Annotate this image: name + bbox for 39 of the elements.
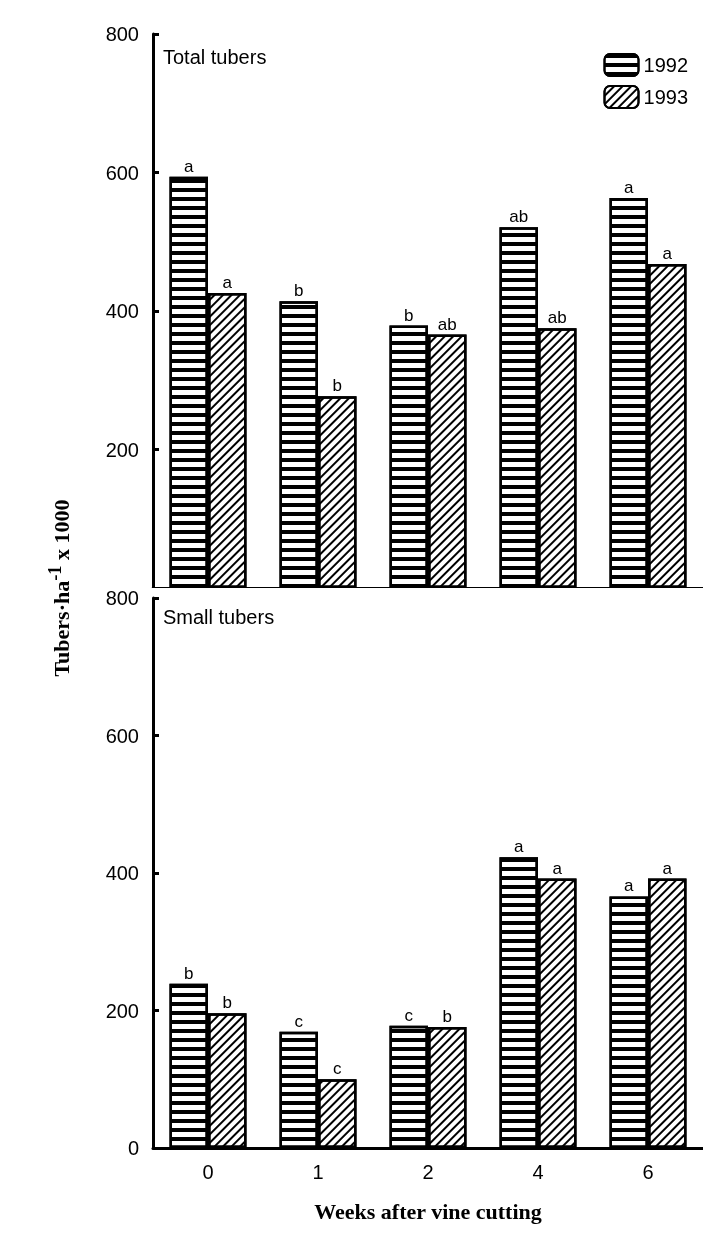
y-tick-label: 0 xyxy=(127,1137,139,1159)
y-tick-label: 600 xyxy=(105,724,139,747)
y-tick-label: 200 xyxy=(105,999,139,1022)
x-tick-label: 0 xyxy=(202,1161,214,1183)
data-label: b xyxy=(184,963,194,983)
y-tick-label: 600 xyxy=(105,161,139,184)
data-label: b xyxy=(294,281,304,301)
legend-label: 1993 xyxy=(643,86,689,108)
data-label: a xyxy=(184,156,195,176)
data-label: b xyxy=(332,376,342,396)
data-label: b xyxy=(222,993,232,1013)
y-tick-label: 800 xyxy=(105,587,139,609)
chart-title: Small tubers xyxy=(163,606,275,628)
data-label: a xyxy=(222,272,233,292)
data-label: ab xyxy=(437,314,457,334)
y-tick-label: 200 xyxy=(105,438,139,461)
x-tick-label: 2 xyxy=(422,1161,434,1183)
data-label: c xyxy=(404,1005,414,1025)
data-label: a xyxy=(662,858,673,878)
text: Total tubers xyxy=(163,46,267,68)
data-label: b xyxy=(404,305,414,325)
y-tick-label: 400 xyxy=(105,300,139,322)
data-label: a xyxy=(624,876,635,896)
data-label: c xyxy=(333,1059,342,1079)
data-label: b xyxy=(442,1007,452,1026)
data-label: a xyxy=(552,858,563,878)
x-tick-label: 1 xyxy=(312,1161,324,1183)
data-label: a xyxy=(624,178,635,198)
data-label: ab xyxy=(509,207,529,227)
x-tick-label: 6 xyxy=(642,1161,654,1183)
legend-label: 1992 xyxy=(643,54,689,76)
data-label: ab xyxy=(547,308,567,328)
y-tick-label: 400 xyxy=(105,862,139,884)
x-axis-title: Weeks after vine cutting xyxy=(314,1198,542,1224)
data-label: a xyxy=(662,243,673,263)
data-label: c xyxy=(294,1011,304,1031)
y-tick-label: 800 xyxy=(105,23,139,45)
x-tick-label: 4 xyxy=(532,1161,544,1183)
data-label: a xyxy=(514,837,525,857)
